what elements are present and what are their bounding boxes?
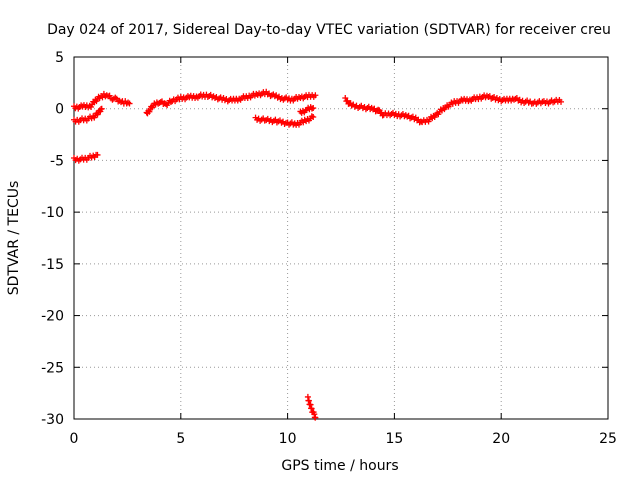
plot-frame bbox=[73, 56, 609, 420]
y-tick-label: -10 bbox=[41, 205, 64, 221]
data-point bbox=[117, 99, 124, 106]
y-tick-label: -15 bbox=[41, 257, 64, 273]
data-points bbox=[71, 88, 565, 421]
grid bbox=[74, 57, 608, 419]
y-tick-label: -30 bbox=[41, 412, 64, 428]
y-axis-label: SDTVAR / TECUs bbox=[6, 181, 22, 296]
data-point bbox=[94, 151, 101, 158]
x-tick-label: 20 bbox=[492, 431, 510, 447]
x-tick-label: 5 bbox=[176, 431, 185, 447]
data-point bbox=[312, 414, 319, 421]
y-axis: 5 0 -5 -10 -15 -20 -25 -30 bbox=[41, 50, 608, 428]
y-tick-label: -20 bbox=[41, 309, 64, 325]
chart-title: Day 024 of 2017, Sidereal Day-to-day VTE… bbox=[47, 22, 611, 38]
data-point bbox=[310, 113, 317, 120]
x-tick-label: 15 bbox=[385, 431, 403, 447]
x-tick-label: 0 bbox=[70, 431, 79, 447]
data-point bbox=[126, 100, 133, 107]
y-tick-label: -5 bbox=[50, 153, 64, 169]
x-tick-label: 25 bbox=[599, 431, 617, 447]
y-tick-label: 0 bbox=[55, 102, 64, 118]
x-tick-label: 10 bbox=[279, 431, 297, 447]
data-point bbox=[312, 92, 319, 99]
data-point bbox=[310, 105, 317, 112]
data-point bbox=[449, 100, 456, 107]
y-tick-label: 5 bbox=[55, 50, 64, 66]
x-axis-label: GPS time / hours bbox=[281, 458, 398, 474]
data-point bbox=[558, 98, 565, 105]
x-axis: 0 5 10 15 20 25 bbox=[70, 57, 617, 447]
data-point bbox=[88, 104, 95, 111]
data-point bbox=[99, 94, 106, 101]
data-point bbox=[98, 105, 105, 112]
data-point bbox=[106, 92, 113, 99]
data-point bbox=[125, 99, 132, 106]
y-tick-label: -25 bbox=[41, 360, 64, 376]
